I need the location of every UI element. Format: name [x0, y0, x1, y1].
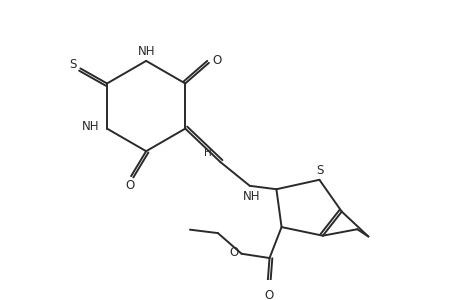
Text: O: O	[125, 179, 134, 192]
Text: O: O	[229, 246, 238, 260]
Text: S: S	[69, 58, 76, 70]
Text: S: S	[316, 164, 323, 177]
Text: H: H	[204, 148, 212, 158]
Text: NH: NH	[242, 190, 260, 203]
Text: NH: NH	[82, 120, 99, 133]
Text: O: O	[263, 289, 273, 300]
Text: O: O	[212, 54, 221, 67]
Text: NH: NH	[138, 45, 156, 58]
